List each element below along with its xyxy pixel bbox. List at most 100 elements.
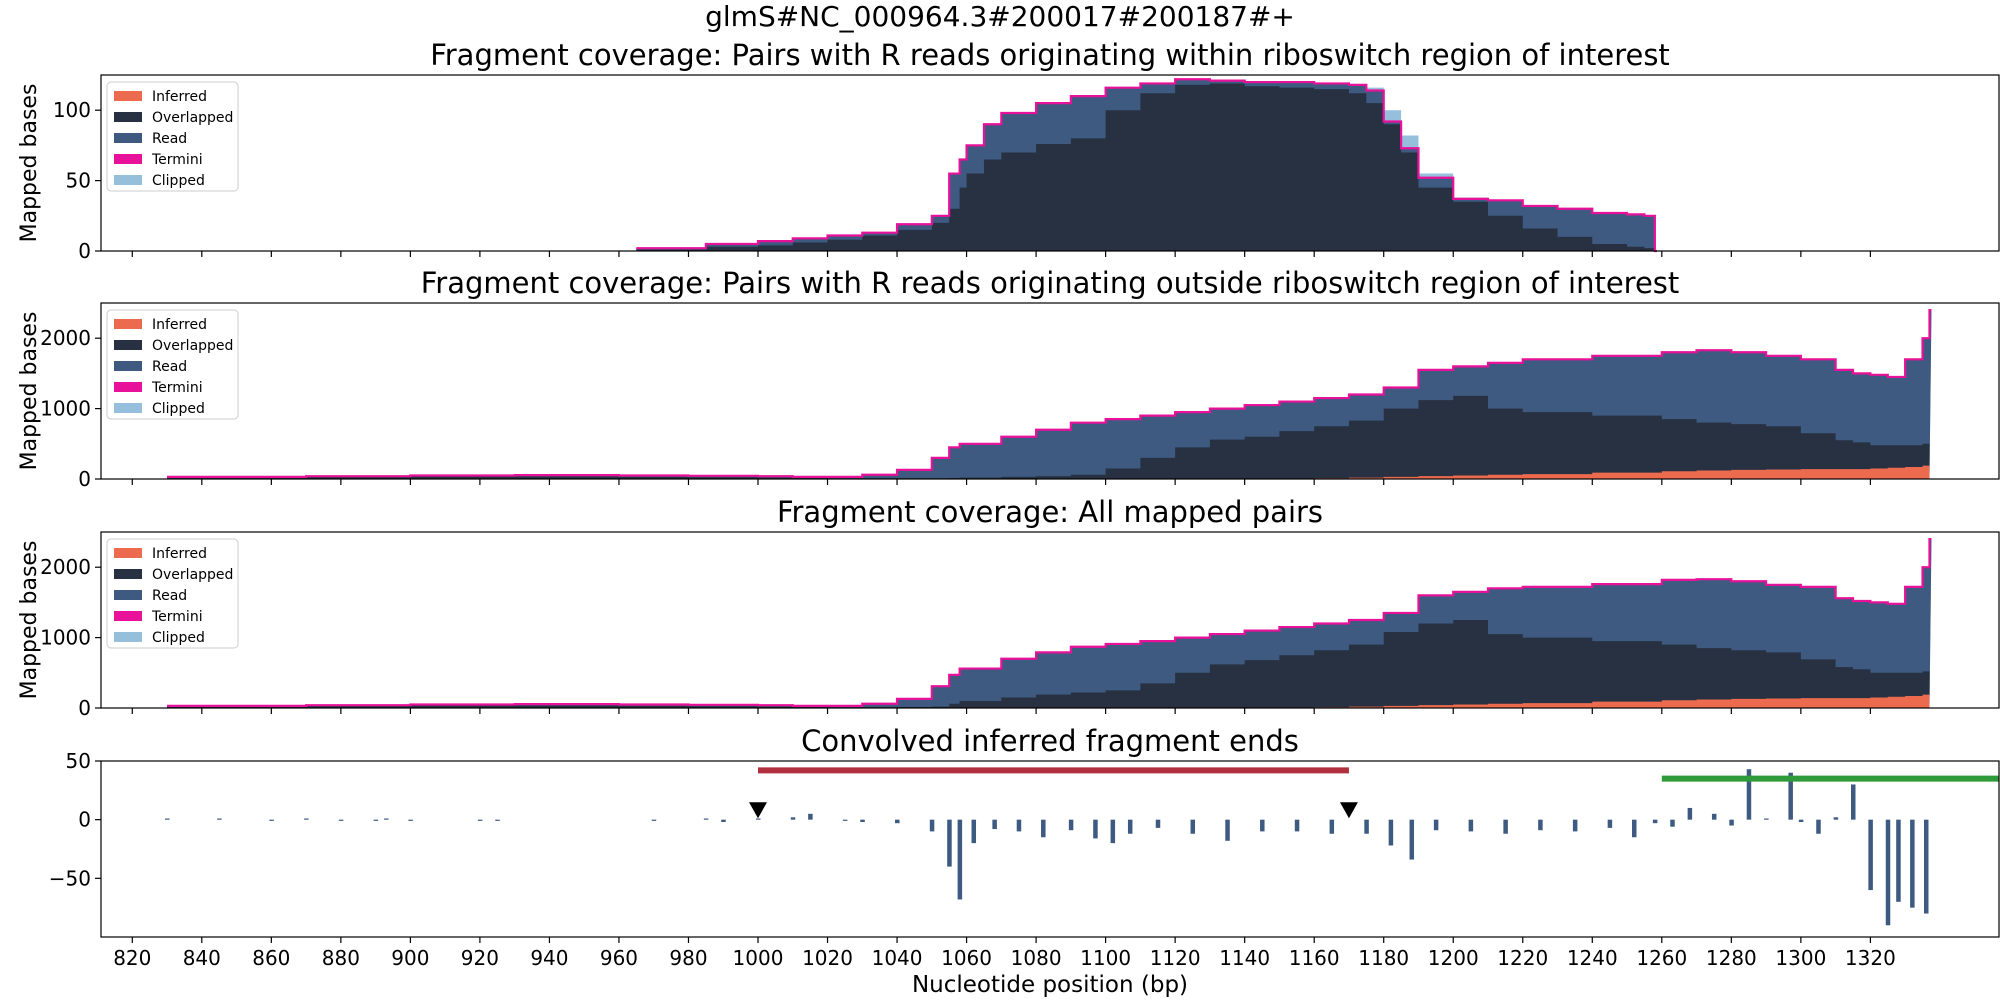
bar <box>304 818 309 820</box>
bar <box>1885 819 1891 926</box>
x-tick-label: 1180 <box>1358 946 1409 970</box>
legend-swatch-read <box>114 361 142 371</box>
series-overlapped <box>636 83 1657 251</box>
bar <box>338 819 344 821</box>
legend-swatch-overlapped <box>114 112 142 122</box>
bar <box>1764 818 1769 820</box>
series-termini <box>167 537 1932 707</box>
legend-label-clipped: Clipped <box>152 630 205 646</box>
bar <box>947 819 952 867</box>
bar <box>1127 819 1133 834</box>
x-tick-label: 1300 <box>1775 946 1826 970</box>
legend-label-inferred: Inferred <box>152 89 207 105</box>
axes-frame <box>100 531 2000 709</box>
bar <box>971 819 977 844</box>
bar <box>1910 819 1915 908</box>
bar <box>808 813 813 820</box>
legend-swatch-overlapped <box>114 569 142 579</box>
x-tick-label: 1100 <box>1080 946 1131 970</box>
bar <box>1670 819 1675 827</box>
bar <box>217 818 222 820</box>
x-tick-label: 1120 <box>1150 946 1201 970</box>
bar <box>1652 819 1658 824</box>
bar <box>1016 819 1022 832</box>
legend-label-clipped: Clipped <box>152 401 205 417</box>
bar <box>1468 819 1474 832</box>
legend-swatch-termini <box>114 154 142 164</box>
bar <box>1868 819 1873 891</box>
x-tick-label: 1000 <box>733 946 784 970</box>
axes-frame <box>100 302 2000 480</box>
x-tick-label: 1020 <box>802 946 853 970</box>
panel-title: Fragment coverage: Pairs with R reads or… <box>430 38 1670 72</box>
bar <box>1816 819 1821 834</box>
x-tick-label: 1320 <box>1845 946 1896 970</box>
bar <box>1632 819 1637 838</box>
legend-label-clipped: Clipped <box>152 173 205 189</box>
bar <box>1896 819 1901 902</box>
bar <box>1364 819 1369 834</box>
bar <box>1788 772 1793 820</box>
legend-label-read: Read <box>152 359 187 375</box>
bar <box>1068 819 1074 831</box>
x-tick-label: 1220 <box>1497 946 1548 970</box>
x-tick-label: 940 <box>530 946 568 970</box>
x-axis-label: Nucleotide position (bp) <box>912 972 1188 998</box>
x-tick-label: 900 <box>391 946 429 970</box>
legend-label-termini: Termini <box>151 152 203 168</box>
x-tick-label: 920 <box>461 946 499 970</box>
panel-title: Convolved inferred fragment ends <box>801 724 1299 758</box>
legend-label-overlapped: Overlapped <box>152 567 233 583</box>
bar <box>1041 819 1046 838</box>
y-tick-label: 0 <box>78 239 91 263</box>
bar <box>895 819 900 824</box>
legend-swatch-read <box>114 133 142 143</box>
legend-label-read: Read <box>152 588 187 604</box>
bar <box>756 818 761 820</box>
x-tick-label: 1280 <box>1706 946 1757 970</box>
bar <box>1093 819 1098 839</box>
bar <box>1851 784 1856 820</box>
legend-swatch-clipped <box>114 403 142 413</box>
bar <box>1155 819 1161 828</box>
y-tick-label: 1000 <box>40 397 91 421</box>
y-axis-label: Mapped bases <box>17 541 42 700</box>
legend: Inferred Overlapped Read Termini Clipped <box>106 309 239 420</box>
bar <box>1572 819 1578 832</box>
bar <box>1388 819 1394 846</box>
bar <box>1687 807 1693 820</box>
legend-label-overlapped: Overlapped <box>152 338 233 354</box>
x-tick-label: 1200 <box>1428 946 1479 970</box>
bar <box>1833 817 1839 820</box>
panel-title: Fragment coverage: Pairs with R reads or… <box>421 266 1680 300</box>
x-tick-label: 840 <box>183 946 221 970</box>
x-tick-label: 1140 <box>1219 946 1270 970</box>
legend-label-overlapped: Overlapped <box>152 110 233 126</box>
legend-swatch-read <box>114 590 142 600</box>
legend-label-termini: Termini <box>151 609 203 625</box>
y-tick-label: 1000 <box>40 626 91 650</box>
x-tick-label: 1260 <box>1636 946 1687 970</box>
bar <box>1746 769 1752 820</box>
legend: Inferred Overlapped Read Termini Clipped <box>106 81 239 192</box>
series-inferred <box>167 694 1932 708</box>
bar <box>1503 819 1508 834</box>
panel-2: Fragment coverage: Pairs with R reads or… <box>17 266 2000 491</box>
bar <box>1225 819 1230 841</box>
legend-label-inferred: Inferred <box>152 317 207 333</box>
y-tick-label: 100 <box>53 98 91 122</box>
bar <box>384 818 389 820</box>
legend-swatch-inferred <box>114 548 142 558</box>
bar <box>1538 819 1543 831</box>
legend-swatch-overlapped <box>114 340 142 350</box>
bar <box>860 819 865 823</box>
axes-frame <box>100 74 2000 252</box>
bar <box>495 819 500 821</box>
legend: Inferred Overlapped Read Termini Clipped <box>106 538 239 649</box>
bar <box>1190 819 1196 834</box>
series-overlapped <box>167 395 1932 479</box>
bar <box>373 819 379 821</box>
y-tick-label: 50 <box>66 749 91 773</box>
series-termini <box>636 78 1657 253</box>
bar <box>703 818 709 820</box>
